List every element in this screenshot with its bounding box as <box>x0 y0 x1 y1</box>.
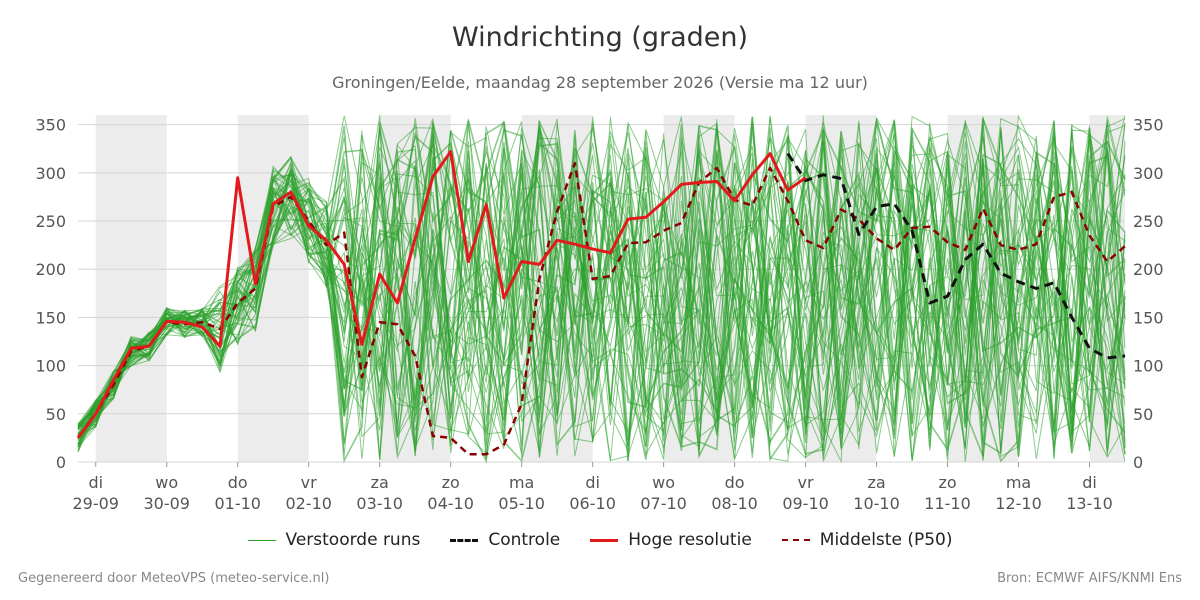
x-tick-day: do <box>228 473 248 492</box>
legend-label-ensemble: Verstoorde runs <box>285 530 421 550</box>
x-tick-day: zo <box>938 473 956 492</box>
ensemble-run-line <box>77 119 1126 460</box>
x-tick-day: wo <box>652 473 675 492</box>
ensemble-run-line <box>77 125 1126 461</box>
x-tick-day: za <box>371 473 389 492</box>
x-tick-date: 07-10 <box>640 494 687 513</box>
x-tick-date: 01-10 <box>214 494 261 513</box>
legend-swatch-hires <box>590 538 619 542</box>
series-line-hires <box>76 150 807 439</box>
y-tick-label-left: 150 <box>35 308 66 327</box>
chart-subtitle: Groningen/Eelde, maandag 28 september 20… <box>332 73 868 92</box>
legend-item-hires: Hoge resolutie <box>590 530 752 550</box>
legend: Verstoorde runs Controle Hoge resolutie … <box>0 530 1200 550</box>
y-tick-label-right: 0 <box>1133 453 1143 472</box>
ensemble-run-line <box>77 122 1126 458</box>
x-tick-day: za <box>867 473 885 492</box>
x-tick-date: 09-10 <box>782 494 829 513</box>
footer-source: Bron: ECMWF AIFS/KNMI Ens <box>997 571 1182 586</box>
x-tick-date: 05-10 <box>498 494 545 513</box>
x-tick-day: ma <box>509 473 534 492</box>
legend-label-control: Controle <box>488 530 561 550</box>
y-tick-label-right: 100 <box>1133 357 1164 376</box>
x-tick-date: 13-10 <box>1066 494 1113 513</box>
y-tick-label-left: 100 <box>35 357 66 376</box>
y-tick-label-right: 300 <box>1133 164 1164 183</box>
x-tick-day: ma <box>1006 473 1031 492</box>
x-tick-day: wo <box>155 473 178 492</box>
x-tick-day: vr <box>798 473 814 492</box>
legend-swatch-median <box>781 539 810 541</box>
x-tick-date: 04-10 <box>427 494 474 513</box>
x-tick-date: 29-09 <box>72 494 119 513</box>
ensemble-run-line <box>77 121 1126 450</box>
footer-credit: Gegenereerd door MeteoVPS (meteo-service… <box>18 571 330 586</box>
x-tick-date: 06-10 <box>569 494 616 513</box>
y-tick-label-left: 0 <box>56 453 66 472</box>
x-tick-date: 30-09 <box>143 494 190 513</box>
y-tick-label-right: 350 <box>1133 116 1164 135</box>
legend-item-median: Middelste (P50) <box>781 530 953 550</box>
legend-label-median: Middelste (P50) <box>819 530 953 550</box>
y-tick-label-right: 50 <box>1133 405 1153 424</box>
x-tick-day: di <box>88 473 103 492</box>
x-tick-date: 12-10 <box>995 494 1042 513</box>
x-tick-date: 02-10 <box>285 494 332 513</box>
x-tick-date: 08-10 <box>711 494 758 513</box>
legend-swatch-ensemble <box>247 539 276 541</box>
legend-item-ensemble: Verstoorde runs <box>247 530 421 550</box>
legend-swatch-control <box>450 538 479 542</box>
x-tick-date: 03-10 <box>356 494 403 513</box>
y-tick-label-right: 250 <box>1133 212 1164 231</box>
ensemble-run-line <box>77 115 1126 458</box>
series-line-control <box>786 152 1126 360</box>
x-tick-date: 10-10 <box>853 494 900 513</box>
y-tick-label-right: 200 <box>1133 260 1164 279</box>
day-shading <box>95 115 167 462</box>
series-line-median <box>76 161 1126 456</box>
y-tick-label-left: 250 <box>35 212 66 231</box>
y-tick-label-left: 350 <box>35 116 66 135</box>
x-tick-date: 11-10 <box>924 494 971 513</box>
y-tick-label-left: 50 <box>46 405 66 424</box>
ensemble-run-line <box>77 123 1126 461</box>
y-tick-label-right: 150 <box>1133 308 1164 327</box>
x-tick-day: vr <box>301 473 317 492</box>
x-tick-day: di <box>585 473 600 492</box>
x-tick-day: di <box>1082 473 1097 492</box>
y-tick-label-left: 200 <box>35 260 66 279</box>
ensemble-run-line <box>77 127 1126 460</box>
y-tick-label-left: 300 <box>35 164 66 183</box>
x-tick-day: zo <box>442 473 460 492</box>
legend-item-control: Controle <box>450 530 560 550</box>
chart-title: Windrichting (graden) <box>451 22 749 53</box>
legend-label-hires: Hoge resolutie <box>628 530 752 550</box>
x-tick-day: do <box>725 473 745 492</box>
